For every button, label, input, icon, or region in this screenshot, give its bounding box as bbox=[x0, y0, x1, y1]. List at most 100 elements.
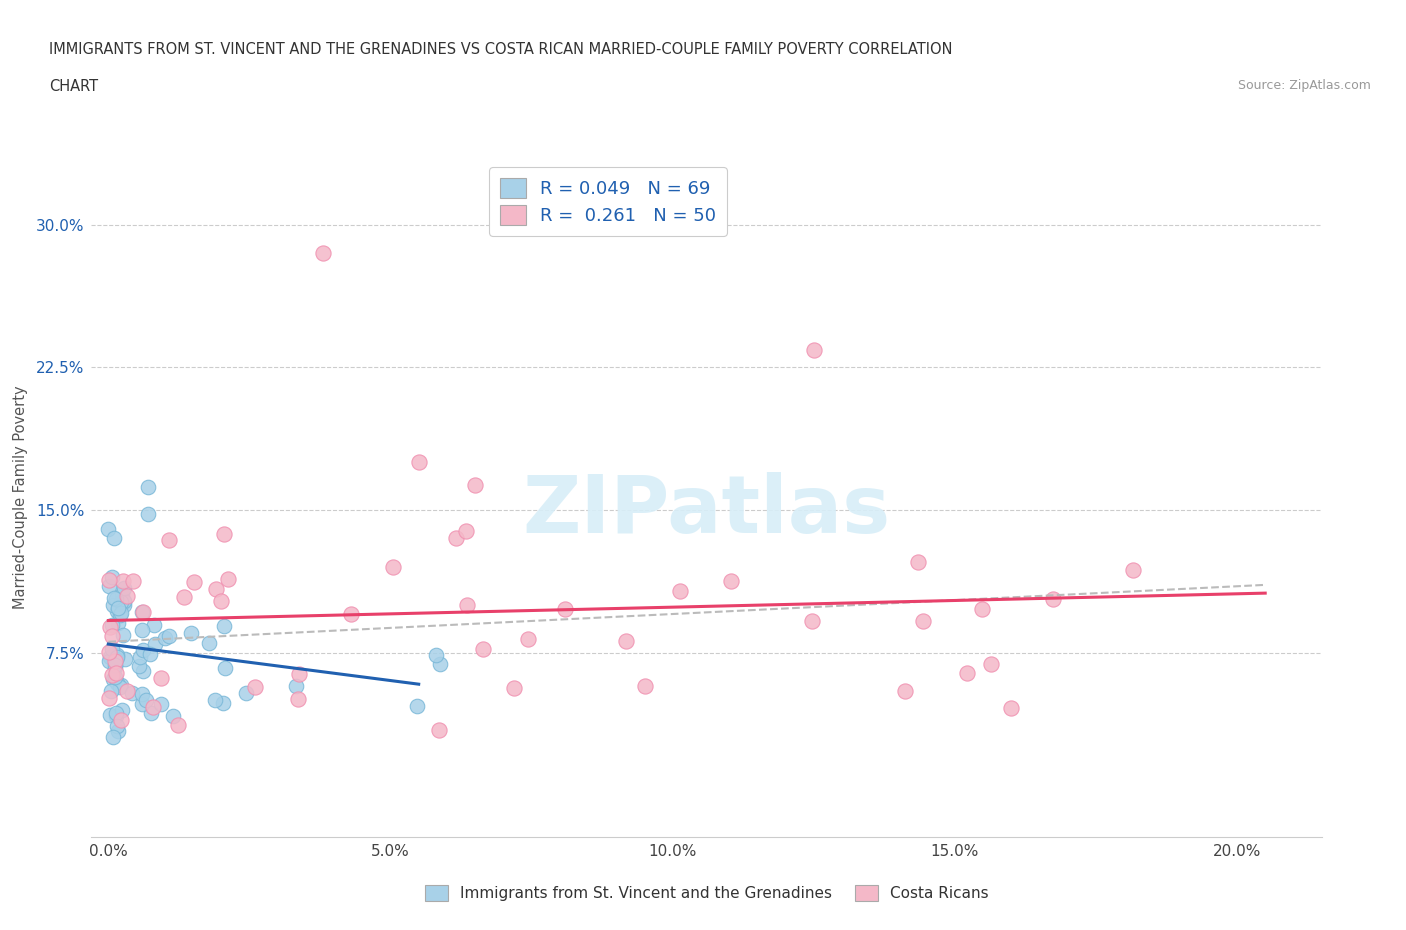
Point bbox=[128, 658, 150, 673]
Point bbox=[98, 654, 121, 669]
Point bbox=[444, 531, 467, 546]
Point bbox=[98, 650, 121, 665]
Point bbox=[980, 657, 1002, 671]
Point bbox=[1042, 591, 1064, 606]
Point bbox=[111, 628, 134, 643]
Point bbox=[131, 622, 153, 637]
Point bbox=[115, 589, 138, 604]
Point bbox=[108, 608, 131, 623]
Point bbox=[101, 642, 124, 657]
Point bbox=[103, 598, 125, 613]
Point bbox=[97, 522, 120, 537]
Point bbox=[142, 618, 165, 632]
Point bbox=[98, 619, 121, 634]
Point bbox=[173, 590, 195, 604]
Point bbox=[104, 654, 127, 669]
Point bbox=[720, 574, 742, 589]
Point bbox=[100, 629, 122, 644]
Point bbox=[111, 702, 134, 717]
Point bbox=[115, 684, 138, 698]
Point bbox=[105, 591, 128, 606]
Point bbox=[212, 619, 235, 634]
Point bbox=[103, 658, 125, 672]
Point bbox=[103, 591, 125, 605]
Point bbox=[131, 604, 153, 619]
Point bbox=[212, 527, 235, 542]
Point bbox=[427, 723, 450, 737]
Point bbox=[105, 719, 128, 734]
Point bbox=[104, 709, 127, 724]
Point bbox=[143, 636, 166, 651]
Point bbox=[101, 671, 124, 686]
Point bbox=[98, 644, 121, 659]
Point bbox=[141, 705, 163, 720]
Y-axis label: Married-Couple Family Poverty: Married-Couple Family Poverty bbox=[13, 386, 28, 609]
Point bbox=[668, 584, 690, 599]
Point bbox=[198, 636, 221, 651]
Point bbox=[131, 686, 153, 701]
Point bbox=[98, 707, 121, 722]
Point bbox=[101, 668, 124, 683]
Point bbox=[112, 574, 135, 589]
Point bbox=[150, 697, 173, 711]
Point bbox=[205, 582, 228, 597]
Point bbox=[209, 593, 232, 608]
Point bbox=[97, 573, 120, 588]
Point bbox=[107, 724, 129, 738]
Point bbox=[101, 729, 124, 744]
Point bbox=[110, 594, 132, 609]
Point bbox=[245, 679, 267, 694]
Point bbox=[1122, 563, 1144, 578]
Text: IMMIGRANTS FROM ST. VINCENT AND THE GRENADINES VS COSTA RICAN MARRIED-COUPLE FAM: IMMIGRANTS FROM ST. VINCENT AND THE GREN… bbox=[49, 42, 953, 57]
Point bbox=[339, 606, 361, 621]
Point bbox=[456, 598, 478, 613]
Point bbox=[105, 675, 128, 690]
Point bbox=[803, 343, 825, 358]
Point bbox=[105, 665, 128, 680]
Point bbox=[105, 647, 128, 662]
Point bbox=[107, 601, 129, 616]
Point bbox=[110, 587, 132, 602]
Point bbox=[131, 697, 153, 711]
Point bbox=[204, 693, 226, 708]
Point bbox=[112, 594, 135, 609]
Point bbox=[614, 633, 637, 648]
Point bbox=[132, 664, 155, 679]
Point bbox=[97, 578, 120, 593]
Point bbox=[108, 679, 131, 694]
Point bbox=[1000, 700, 1022, 715]
Point bbox=[132, 604, 155, 619]
Point bbox=[464, 478, 486, 493]
Point bbox=[112, 597, 135, 612]
Point bbox=[105, 706, 128, 721]
Point bbox=[312, 246, 335, 260]
Point bbox=[157, 629, 180, 644]
Point bbox=[406, 698, 429, 713]
Point bbox=[104, 659, 127, 674]
Point bbox=[408, 455, 430, 470]
Point bbox=[100, 684, 122, 698]
Point bbox=[107, 615, 129, 630]
Point bbox=[907, 554, 929, 569]
Point bbox=[136, 506, 159, 521]
Point bbox=[382, 560, 405, 575]
Point bbox=[284, 678, 307, 693]
Point bbox=[454, 524, 477, 538]
Point bbox=[110, 712, 132, 727]
Point bbox=[429, 657, 451, 671]
Point bbox=[112, 581, 135, 596]
Point bbox=[894, 684, 917, 698]
Point bbox=[98, 691, 121, 706]
Point bbox=[912, 614, 935, 629]
Point bbox=[135, 692, 157, 707]
Point bbox=[110, 678, 132, 693]
Point bbox=[112, 593, 135, 608]
Point bbox=[105, 649, 128, 664]
Point bbox=[214, 661, 236, 676]
Point bbox=[800, 613, 823, 628]
Point bbox=[634, 679, 657, 694]
Text: Source: ZipAtlas.com: Source: ZipAtlas.com bbox=[1237, 79, 1371, 92]
Point bbox=[104, 670, 127, 684]
Point bbox=[180, 625, 202, 640]
Point bbox=[101, 570, 124, 585]
